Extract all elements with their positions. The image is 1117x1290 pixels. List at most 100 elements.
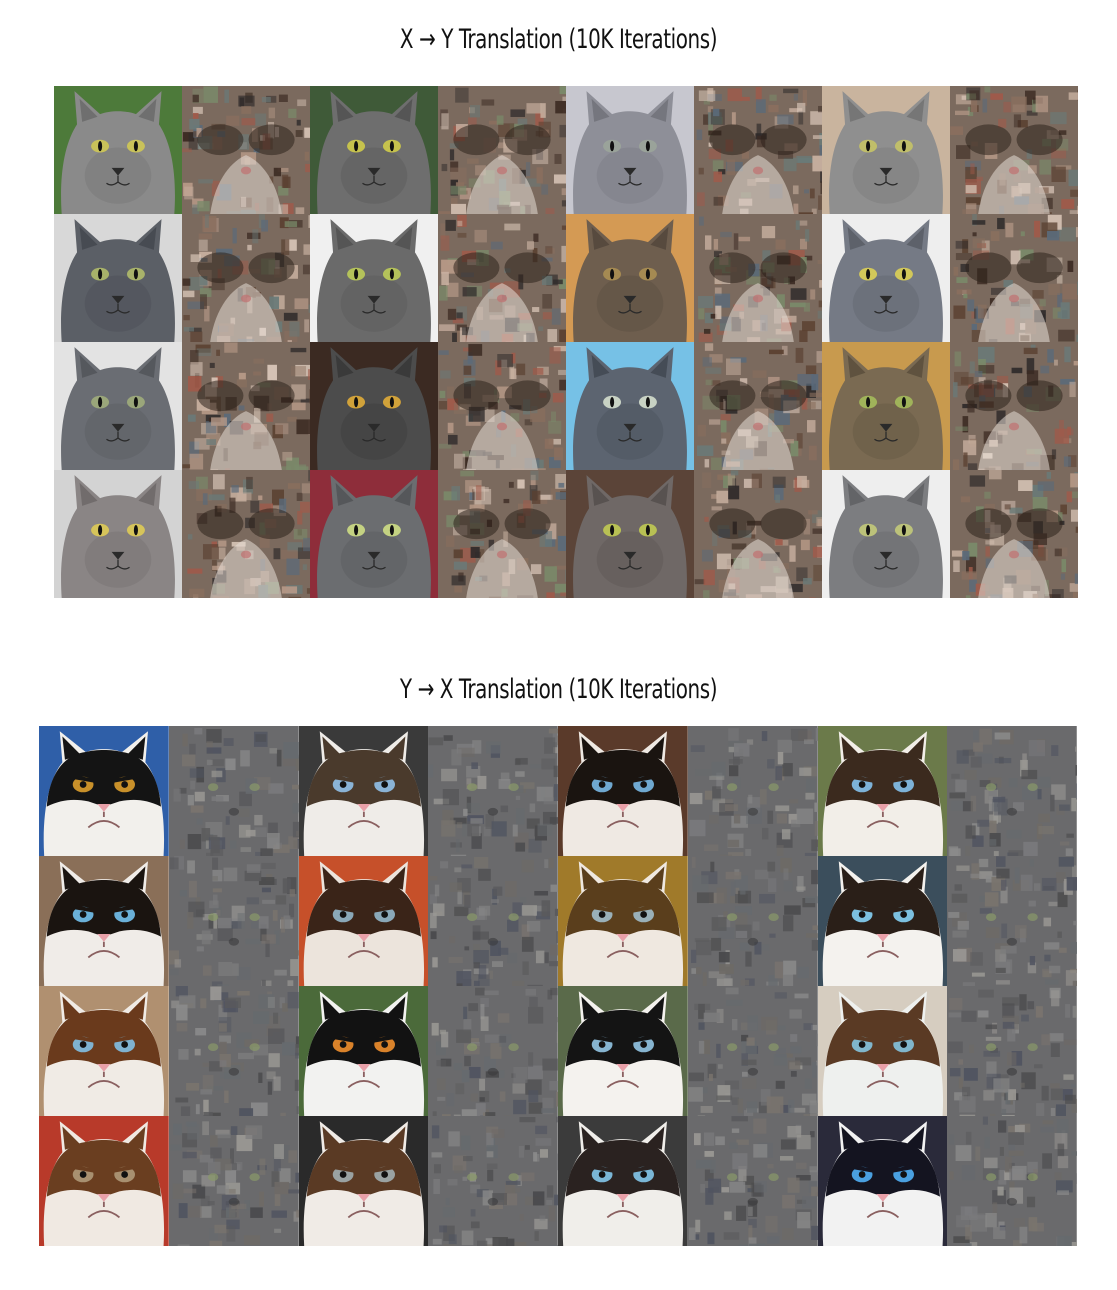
- generated-cat-image: [947, 726, 1077, 856]
- input-photo: [822, 470, 950, 598]
- cat-photo: [299, 726, 429, 856]
- translated-image: [428, 726, 558, 856]
- input-photo: [310, 470, 438, 598]
- generated-cat-image: [694, 86, 822, 214]
- translated-image: [438, 342, 566, 470]
- input-photo: [310, 342, 438, 470]
- translated-image: [947, 986, 1077, 1116]
- translated-image: [688, 986, 818, 1116]
- translated-image: [688, 1116, 818, 1246]
- translated-image: [428, 986, 558, 1116]
- translated-image: [169, 986, 299, 1116]
- cat-photo: [54, 342, 182, 470]
- cat-photo: [558, 1116, 688, 1246]
- generated-cat-image: [428, 726, 558, 856]
- input-photo: [310, 86, 438, 214]
- translated-image: [182, 214, 310, 342]
- input-photo: [822, 214, 950, 342]
- translated-image: [438, 86, 566, 214]
- generated-cat-image: [947, 1116, 1077, 1246]
- input-photo: [54, 342, 182, 470]
- generated-cat-image: [950, 342, 1078, 470]
- input-photo: [818, 856, 948, 986]
- image-grid-x-to-y: [54, 86, 1078, 598]
- cat-photo: [558, 856, 688, 986]
- cat-photo: [566, 214, 694, 342]
- generated-cat-image: [688, 726, 818, 856]
- translated-image: [182, 342, 310, 470]
- generated-cat-image: [688, 986, 818, 1116]
- input-photo: [54, 86, 182, 214]
- cat-photo: [818, 1116, 948, 1246]
- generated-cat-image: [169, 1116, 299, 1246]
- translated-image: [950, 342, 1078, 470]
- input-photo: [558, 1116, 688, 1246]
- input-photo: [558, 986, 688, 1116]
- cat-photo: [310, 342, 438, 470]
- input-photo: [299, 856, 429, 986]
- generated-cat-image: [694, 470, 822, 598]
- translated-image: [169, 1116, 299, 1246]
- generated-cat-image: [694, 214, 822, 342]
- cat-photo: [39, 986, 169, 1116]
- generated-cat-image: [947, 986, 1077, 1116]
- input-photo: [558, 856, 688, 986]
- input-photo: [566, 86, 694, 214]
- input-photo: [558, 726, 688, 856]
- generated-cat-image: [182, 342, 310, 470]
- input-photo: [54, 470, 182, 598]
- translated-image: [428, 1116, 558, 1246]
- cat-photo: [299, 856, 429, 986]
- panel-title-y-to-x: Y → X Translation (10K Iterations): [101, 674, 1017, 705]
- cat-photo: [818, 986, 948, 1116]
- generated-cat-image: [947, 856, 1077, 986]
- generated-cat-image: [438, 214, 566, 342]
- cat-photo: [822, 86, 950, 214]
- generated-cat-image: [428, 856, 558, 986]
- generated-cat-image: [428, 986, 558, 1116]
- translated-image: [688, 726, 818, 856]
- translated-image: [428, 856, 558, 986]
- input-photo: [310, 214, 438, 342]
- generated-cat-image: [169, 726, 299, 856]
- input-photo: [822, 342, 950, 470]
- translated-image: [169, 726, 299, 856]
- input-photo: [39, 986, 169, 1116]
- input-photo: [39, 1116, 169, 1246]
- input-photo: [299, 986, 429, 1116]
- cat-photo: [54, 86, 182, 214]
- cat-photo: [310, 86, 438, 214]
- cat-photo: [822, 214, 950, 342]
- generated-cat-image: [169, 856, 299, 986]
- generated-cat-image: [694, 342, 822, 470]
- translated-image: [694, 342, 822, 470]
- input-photo: [818, 986, 948, 1116]
- cat-photo: [39, 856, 169, 986]
- translated-image: [950, 470, 1078, 598]
- cat-photo: [558, 726, 688, 856]
- translated-image: [182, 470, 310, 598]
- input-photo: [818, 1116, 948, 1246]
- input-photo: [39, 856, 169, 986]
- cat-photo: [299, 1116, 429, 1246]
- generated-cat-image: [182, 214, 310, 342]
- cat-photo: [822, 342, 950, 470]
- cat-photo: [566, 342, 694, 470]
- image-grid-y-to-x: [39, 726, 1077, 1246]
- cat-photo: [39, 726, 169, 856]
- input-photo: [566, 342, 694, 470]
- cat-photo: [566, 470, 694, 598]
- translated-image: [169, 856, 299, 986]
- generated-cat-image: [950, 214, 1078, 342]
- input-photo: [566, 214, 694, 342]
- cat-photo: [558, 986, 688, 1116]
- input-photo: [54, 214, 182, 342]
- translated-image: [694, 86, 822, 214]
- generated-cat-image: [438, 86, 566, 214]
- generated-cat-image: [169, 986, 299, 1116]
- generated-cat-image: [182, 86, 310, 214]
- translated-image: [438, 214, 566, 342]
- translated-image: [950, 214, 1078, 342]
- input-photo: [299, 726, 429, 856]
- input-photo: [818, 726, 948, 856]
